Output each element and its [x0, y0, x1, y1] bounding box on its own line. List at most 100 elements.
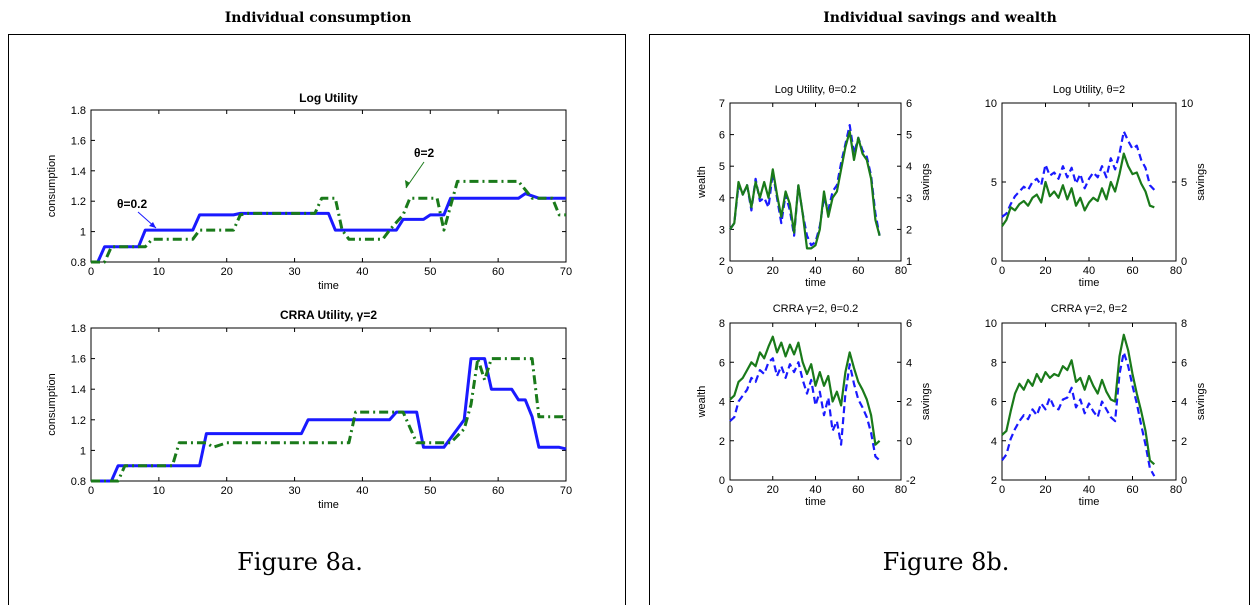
- y-tick-label-right: -2: [906, 475, 916, 487]
- y-tick-label: 10: [985, 98, 997, 110]
- y-tick-label: 1.6: [71, 354, 86, 366]
- x-tick-label: 70: [560, 266, 572, 278]
- panel-frame-savings-wealth: [649, 34, 1250, 605]
- series-line-savings: [729, 130, 881, 250]
- chart-title: Log Utility: [299, 91, 358, 105]
- x-tick-label: 10: [153, 485, 165, 497]
- chart-log-utility-theta-2: Log Utility, θ=2 0 20 40 60 80 time 0 5 10 0 5 10 sav…: [985, 84, 1207, 289]
- y-tick-label-right: 4: [1181, 397, 1187, 409]
- x-tick-label: 40: [356, 266, 368, 278]
- y-tick-label: 3: [719, 224, 725, 236]
- y-tick-label: 1.4: [71, 384, 86, 396]
- x-axis-label: time: [1079, 496, 1100, 508]
- y-tick-label: 1.6: [71, 135, 86, 147]
- y-tick-label: 2: [719, 256, 725, 268]
- x-tick-label: 0: [88, 266, 94, 278]
- annotation-theta-2: θ=2: [405, 146, 434, 189]
- y-axis-label-left: consumption: [46, 373, 58, 435]
- x-tick-label: 80: [1170, 484, 1182, 496]
- x-tick-label: 80: [895, 484, 907, 496]
- y-tick-label: 7: [719, 98, 725, 110]
- y-tick-label: 4: [719, 193, 725, 205]
- figure-label-8b: Figure 8b.: [883, 548, 1010, 576]
- y-tick-label: 0.8: [71, 476, 86, 488]
- x-tick-label: 60: [492, 266, 504, 278]
- y-tick-label: 8: [719, 318, 725, 330]
- y-tick-label: 6: [719, 357, 725, 369]
- y-tick-label-right: 3: [906, 193, 912, 205]
- x-tick-label: 30: [288, 485, 300, 497]
- series-line--0-2: [91, 192, 566, 264]
- y-tick-label-right: 5: [906, 130, 912, 142]
- y-tick-label: 0: [719, 475, 725, 487]
- annotation-theta-2-label: θ=2: [414, 146, 434, 160]
- y-axis-label-left: consumption: [46, 155, 58, 217]
- chart-title: CRRA Utility, γ=2: [280, 308, 377, 322]
- x-tick-label: 40: [809, 265, 821, 277]
- x-tick-label: 60: [1126, 484, 1138, 496]
- y-tick-label-right: 0: [906, 436, 912, 448]
- annotation-theta-0-2: θ=0.2: [117, 197, 157, 229]
- y-tick-label-right: 2: [906, 397, 912, 409]
- x-tick-label: 40: [1083, 484, 1095, 496]
- x-tick-label: 20: [221, 485, 233, 497]
- x-tick-label: 80: [1170, 265, 1182, 277]
- x-tick-label: 20: [221, 266, 233, 278]
- x-tick-label: 0: [999, 484, 1005, 496]
- y-tick-label-right: 0: [1181, 256, 1187, 268]
- x-tick-label: 0: [999, 265, 1005, 277]
- chart-crra-theta-0-2: CRRA γ=2, θ=0.20 20 40 60 80time02468wealth-…: [696, 303, 932, 508]
- x-tick-label: 0: [727, 484, 733, 496]
- panel-title-savings-wealth: Individual savings and wealth: [823, 10, 1057, 26]
- chart-title: CRRA γ=2, θ=2: [1051, 303, 1127, 315]
- x-tick-label: 50: [424, 266, 436, 278]
- x-axis-label: time: [805, 277, 826, 289]
- series-line-savings: [1001, 333, 1156, 466]
- y-tick-label-right: 2: [906, 224, 912, 236]
- x-tick-label: 40: [1083, 265, 1095, 277]
- y-axis-label-right: savings: [920, 163, 932, 201]
- y-tick-label-right: 6: [1181, 357, 1187, 369]
- y-tick-label-right: 4: [906, 161, 912, 173]
- chart-log-utility-theta-0-2: Log Utility, θ=0.2 0 20 40 60 80 time 2 3 4 5 6 7 wea…: [696, 84, 932, 289]
- chart-title: Log Utility, θ=0.2: [775, 84, 856, 96]
- y-tick-label: 6: [991, 397, 997, 409]
- series-line-wealth: [729, 357, 881, 462]
- plot-area: [90, 327, 567, 482]
- annotation-theta-0-2-arrowhead: [149, 222, 156, 228]
- y-tick-label: 1.8: [71, 105, 86, 117]
- y-tick-label-right: 1: [906, 256, 912, 268]
- x-tick-label: 50: [424, 485, 436, 497]
- panel-title-consumption: Individual consumption: [225, 10, 412, 26]
- y-tick-label: 0.8: [71, 257, 86, 269]
- series-line-savings: [729, 335, 881, 446]
- y-tick-label: 1: [80, 227, 86, 239]
- plot-area: [1001, 102, 1177, 262]
- chart-title: CRRA γ=2, θ=0.2: [773, 303, 859, 315]
- y-tick-label-right: 4: [906, 357, 912, 369]
- x-tick-label: 60: [852, 265, 864, 277]
- y-tick-label-right: 6: [906, 318, 912, 330]
- x-tick-label: 10: [153, 266, 165, 278]
- y-tick-label: 6: [719, 130, 725, 142]
- y-tick-label-right: 2: [1181, 436, 1187, 448]
- x-tick-label: 0: [88, 485, 94, 497]
- chart-title: Log Utility, θ=2: [1053, 84, 1125, 96]
- y-tick-label: 0: [991, 256, 997, 268]
- panel-frame-consumption: [8, 34, 626, 605]
- x-tick-label: 20: [767, 484, 779, 496]
- plot-area: [729, 102, 902, 262]
- series-line-wealth: [1001, 130, 1156, 218]
- x-axis-label: time: [318, 499, 339, 511]
- y-tick-label: 10: [985, 318, 997, 330]
- x-tick-label: 20: [1039, 265, 1051, 277]
- y-tick-label: 2: [991, 475, 997, 487]
- y-axis-label-right: savings: [1195, 163, 1207, 201]
- x-axis-label: time: [318, 280, 339, 292]
- x-axis-label: time: [1079, 277, 1100, 289]
- y-tick-label-right: 5: [1181, 177, 1187, 189]
- figure-label-8a: Figure 8a.: [237, 548, 363, 576]
- y-tick-label-right: 6: [906, 98, 912, 110]
- x-tick-label: 60: [1126, 265, 1138, 277]
